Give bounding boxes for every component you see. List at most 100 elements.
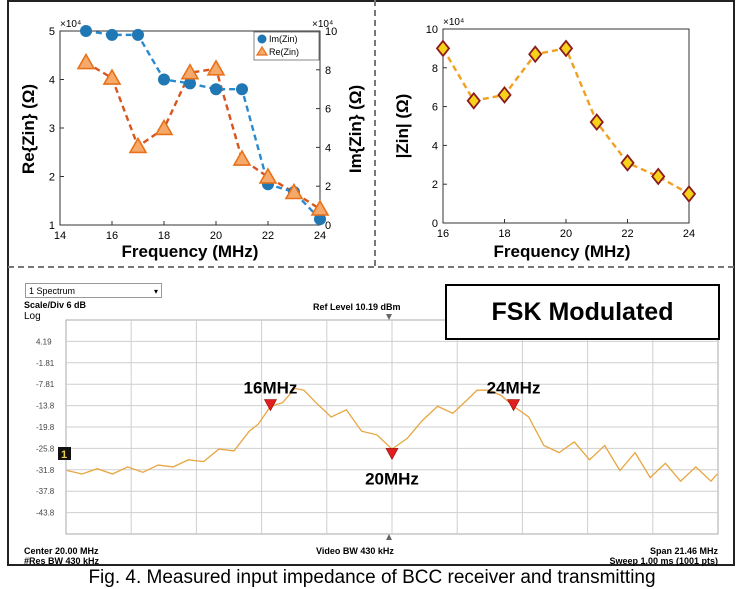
im-zin-point	[106, 28, 118, 41]
y2-exponent-label: ×10⁴	[312, 19, 333, 30]
legend-marker-re	[255, 45, 269, 56]
marker-label: 16MHz	[244, 379, 298, 398]
x-tick-label: 20	[210, 230, 222, 242]
y-tick-label: -7.81	[36, 380, 55, 389]
center-marker-bottom-icon	[386, 534, 392, 540]
center-frequency-label: Center 20.00 MHz	[24, 546, 99, 556]
zin-magnitude-point	[497, 86, 512, 104]
y-tick-label: 0	[432, 218, 438, 230]
y-tick-label: 2	[49, 172, 55, 184]
re-zin-point	[206, 59, 226, 76]
re-zin-point	[284, 182, 304, 200]
y-tick-label: 10	[426, 24, 438, 36]
im-zin-point	[80, 25, 92, 37]
panel-divider-vertical	[374, 0, 376, 266]
legend-label-re: Re(Zin)	[269, 47, 299, 57]
legend: Im(Zin) Re(Zin)	[253, 31, 320, 61]
fsk-title-box: FSK Modulated	[445, 284, 720, 340]
dropdown-label: 1 Spectrum	[29, 286, 76, 296]
re-zin-point	[180, 63, 200, 80]
marker-label: 20MHz	[365, 469, 419, 488]
series-line-re-zin	[85, 61, 321, 211]
zin-magnitude-point	[651, 167, 666, 186]
zin-magnitude-point	[558, 39, 574, 58]
x-tick-label: 18	[158, 230, 170, 242]
fsk-title: FSK Modulated	[491, 298, 674, 326]
trace-marker-box	[58, 447, 71, 460]
y-tick-label: 8	[432, 63, 438, 75]
marker-label: 24MHz	[487, 379, 541, 398]
x-axis-label: Frequency (MHz)	[122, 242, 259, 261]
y-tick-label: -1.81	[36, 359, 55, 368]
plot-area	[442, 28, 690, 224]
y2-tick-label: 0	[325, 220, 331, 232]
y-exponent-label: ×10⁴	[443, 17, 464, 28]
trace-marker-label: 1	[61, 449, 67, 461]
y-tick-label: 3	[49, 123, 55, 135]
zin-magnitude-point	[589, 113, 604, 132]
re-zin-point	[310, 199, 330, 216]
x-tick-label: 20	[560, 228, 572, 240]
y-tick-label: 6	[432, 102, 438, 114]
y-tick-label: -43.8	[36, 509, 55, 518]
center-marker-top-icon	[386, 314, 392, 320]
chevron-down-icon: ▾	[153, 287, 158, 296]
y-tick-label: 5	[49, 26, 55, 38]
y2-tick-label: 10	[325, 26, 337, 38]
y-tick-label: -37.8	[36, 487, 55, 496]
re-zin-point	[128, 136, 148, 154]
span-label: Span 21.46 MHz	[649, 546, 718, 556]
y2-tick-label: 6	[325, 104, 331, 116]
y2-axis-label: Im{Zin} (Ω)	[346, 85, 365, 173]
x-tick-label: 22	[621, 228, 633, 240]
legend-marker-im	[257, 34, 267, 44]
y2-tick-label: 4	[325, 142, 331, 154]
ref-level-label: Ref Level 10.19 dBm	[313, 302, 401, 312]
x-tick-label: 24	[683, 228, 695, 240]
res-bw-label: #Res BW 430 kHz	[24, 556, 100, 566]
y-tick-label: 4	[49, 75, 55, 87]
re-zin-point	[76, 52, 96, 70]
y-axis-label: |Zin| (Ω)	[393, 94, 412, 159]
y-exponent-label: ×10⁴	[60, 19, 81, 30]
figure-frame	[7, 0, 735, 566]
spectrum-dropdown[interactable]: 1 Spectrum ▾	[25, 283, 162, 298]
re-zin-point	[258, 167, 278, 184]
spectrum-chart: 4.19 -1.81 -7.81 -13.8 -19.8 -25.8 -31.8 -37.8 -…	[36, 314, 719, 540]
im-zin-point	[210, 83, 222, 96]
marker-triangle-icon	[507, 399, 521, 412]
y-tick-label: -25.8	[36, 444, 55, 453]
series-line-im-zin	[85, 29, 321, 221]
panel-divider-horizontal	[8, 266, 734, 268]
zin-magnitude-point	[528, 45, 543, 64]
im-zin-point	[158, 73, 170, 86]
sweep-label: Sweep 1.00 ms (1001 pts)	[609, 556, 718, 566]
x-tick-label: 16	[437, 228, 449, 240]
video-bw-label: Video BW 430 kHz	[316, 546, 394, 556]
y-tick-label: 1	[49, 220, 55, 232]
x-axis-label: Frequency (MHz)	[494, 242, 631, 261]
y-tick-label: 2	[432, 179, 438, 191]
plot-area	[59, 30, 321, 226]
x-tick-label: 24	[314, 230, 326, 242]
x-tick-label: 14	[54, 230, 66, 242]
scale-label: Scale/Div 6 dB	[24, 300, 87, 310]
im-zin-point	[236, 83, 248, 96]
y-axis-label: Re{Zin} (Ω)	[19, 84, 38, 174]
y-tick-label: 4.19	[36, 337, 52, 346]
re-zin-point	[154, 118, 174, 136]
figure-caption: Fig. 4. Measured input impedance of BCC …	[88, 567, 656, 588]
zin-magnitude-point	[435, 39, 451, 58]
im-zin-point	[132, 28, 144, 41]
im-zin-point	[314, 213, 326, 226]
y-tick-label: -13.8	[36, 402, 55, 411]
y-tick-label: -31.8	[36, 466, 55, 475]
log-label: Log	[24, 311, 41, 322]
marker-triangle-icon	[263, 399, 277, 412]
marker-triangle-icon	[385, 448, 399, 461]
y-tick-label: 4	[432, 140, 438, 152]
zin-magnitude-point	[620, 153, 635, 172]
zin-magnitude-point	[681, 184, 697, 203]
